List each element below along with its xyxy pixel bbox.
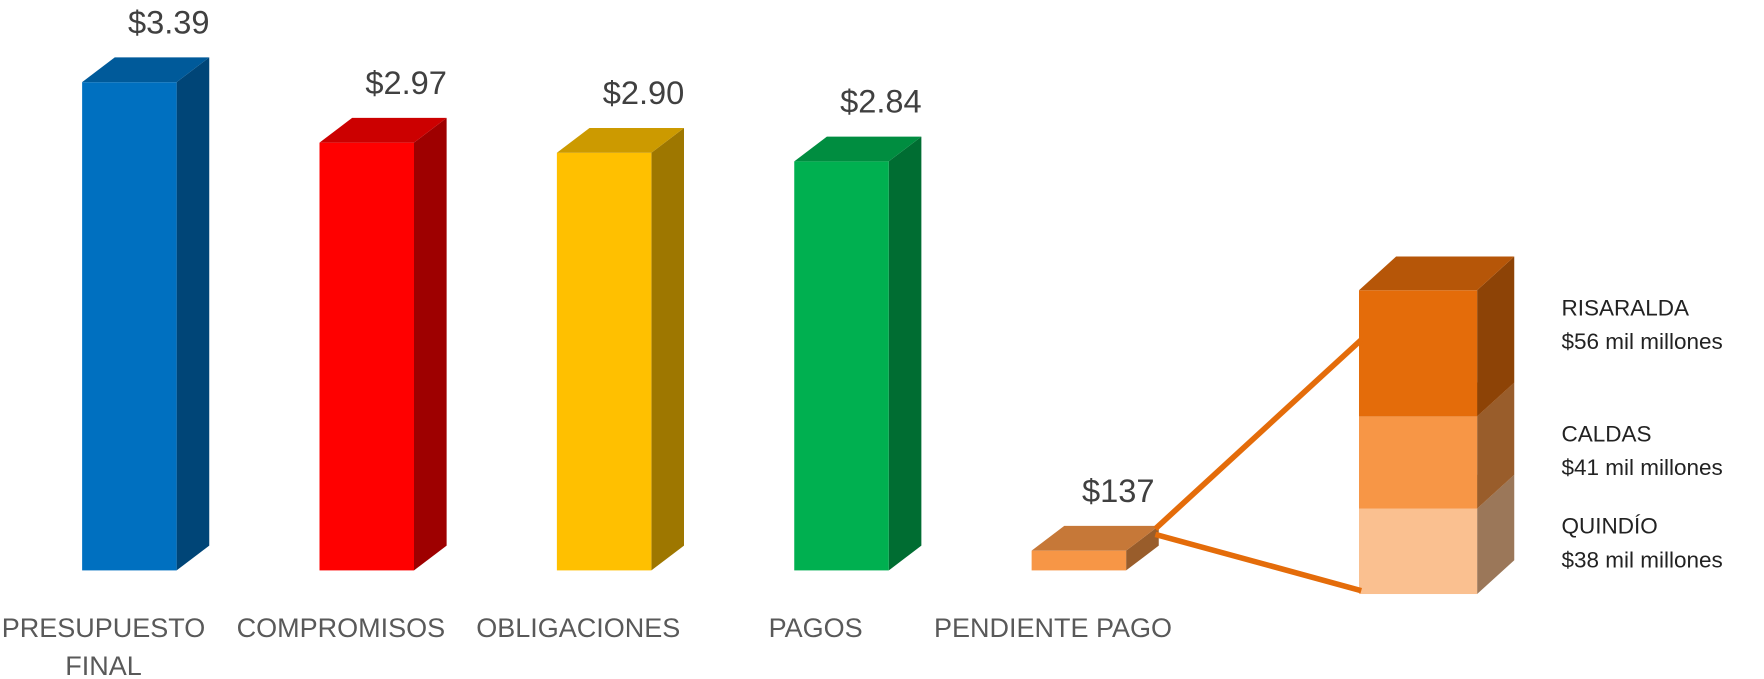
bar — [1359, 290, 1478, 417]
x-label-box: COMPROMISOS — [236, 613, 446, 644]
value-label: $2.84 — [840, 83, 922, 120]
bar-side — [651, 127, 684, 571]
x-tick-label: PRESUPUESTO FINAL — [1, 613, 206, 679]
value-label: $2.97 — [365, 64, 447, 101]
bar-top — [1359, 256, 1515, 291]
bar-top — [1031, 525, 1159, 551]
segment-name: CALDAS — [1562, 421, 1652, 446]
x-tick-label: PAGOS — [768, 613, 863, 644]
bar-top — [82, 57, 210, 83]
bar — [82, 82, 177, 571]
x-label-box: OBLIGACIONES — [476, 613, 681, 644]
x-label-box: PAGOS — [768, 613, 863, 644]
bar-side — [414, 117, 447, 571]
x-tick-label: COMPROMISOS — [236, 613, 446, 644]
x-tick-label: PENDIENTE PAGO — [933, 613, 1173, 644]
segment-name: QUINDÍO — [1562, 514, 1658, 539]
segment-name: RISARALDA — [1562, 295, 1690, 320]
bar — [794, 161, 889, 571]
value-label: $137 — [1082, 472, 1155, 509]
bar-side — [888, 136, 922, 571]
bar — [1031, 550, 1127, 571]
bar-top — [794, 136, 922, 162]
bar-side — [1477, 382, 1515, 509]
connector-line — [1154, 531, 1362, 594]
x-label-box: PENDIENTE PAGO — [933, 613, 1173, 644]
bar-side — [1477, 474, 1515, 595]
bar — [1359, 416, 1478, 509]
x-label-box: PRESUPUESTO FINAL — [1, 613, 206, 679]
value-label: $2.90 — [603, 74, 685, 111]
x-tick-label: OBLIGACIONES — [476, 613, 681, 644]
bar-top — [319, 117, 447, 143]
segment-value: $41 mil millones — [1562, 455, 1723, 480]
segment-value: $56 mil millones — [1562, 329, 1723, 354]
connector-line — [1153, 337, 1364, 531]
bar — [319, 142, 414, 571]
bar-side — [1126, 525, 1159, 571]
value-label: $3.39 — [128, 3, 210, 40]
segment-value: $38 mil millones — [1562, 547, 1723, 572]
bar — [1359, 508, 1478, 595]
bar-top — [556, 127, 684, 153]
bar-side — [176, 57, 210, 571]
bar-side — [1477, 256, 1515, 417]
bar — [556, 152, 652, 571]
